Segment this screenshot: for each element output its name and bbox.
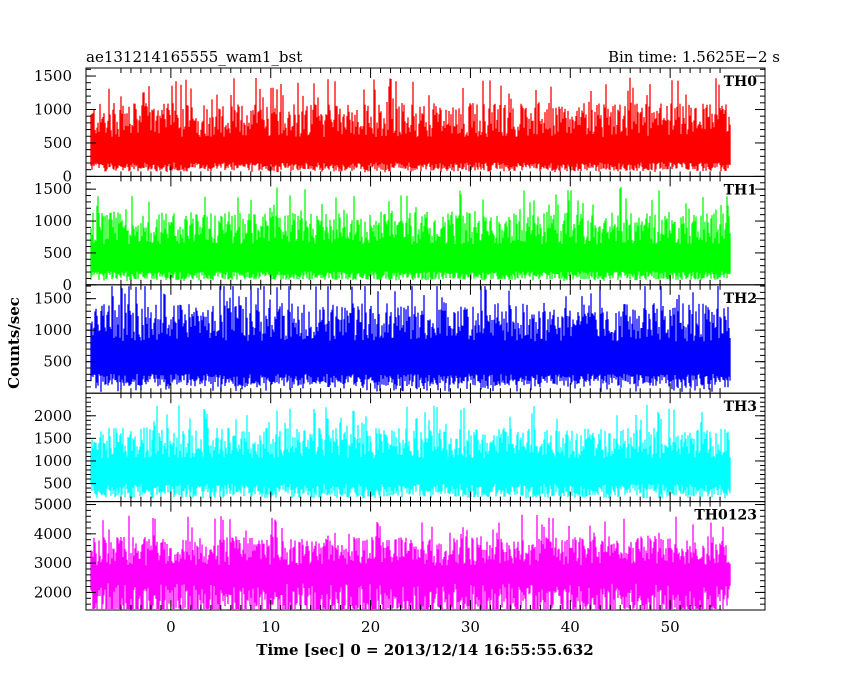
panel-th0: 0 500 1000 1500 TH0 (34, 67, 766, 185)
chart-title-left: ae131214165555_wam1_bst (86, 48, 302, 66)
panel-frame (85, 501, 766, 611)
x-tick-label: 0 (166, 618, 176, 636)
y-tick-label: 1500 (34, 429, 72, 447)
panel-label-th0: TH0 (724, 74, 758, 90)
y-tick-label: 2000 (34, 407, 72, 425)
series-th3-trace (90, 405, 731, 499)
y-axis-title: Counts/sec (5, 297, 23, 389)
y-tick-label: 5000 (34, 496, 72, 514)
y-tick-label: 2000 (34, 583, 72, 601)
chart-title-right: Bin time: 1.5625E−2 s (608, 48, 780, 66)
y-tick-label: 1000 (34, 321, 72, 339)
panel-th0123: 2000 3000 4000 5000 TH0123 (34, 496, 766, 611)
y-tick-label: 1500 (34, 180, 72, 198)
y-tick-label: 1500 (34, 290, 72, 308)
panel-th3: 500 1000 1500 2000 TH3 (34, 392, 766, 503)
panel-label-th1: TH1 (724, 182, 757, 198)
x-axis-title: Time [sec] 0 = 2013/12/14 16:55:55.632 (256, 641, 593, 659)
y-tick-label: 1000 (34, 212, 72, 230)
x-tick-label: 30 (461, 618, 480, 636)
y-tick-label: 500 (43, 134, 72, 152)
x-axis: 0 10 20 30 40 50 (166, 618, 680, 636)
series-th1-trace (90, 187, 731, 281)
y-tick-label: 500 (43, 244, 72, 262)
y-tick-label: 0 (62, 167, 72, 185)
x-tick-label: 50 (661, 618, 680, 636)
panel-th1: 0 500 1000 1500 TH1 (34, 175, 766, 294)
panel-label-th3: TH3 (724, 399, 757, 415)
panels-group: 0 500 1000 1500 TH0 0 500 1000 1500 TH1 500 1000 150… (34, 67, 766, 611)
series-th0-trace (90, 77, 731, 173)
series-th0123-trace (90, 514, 731, 609)
x-tick-label: 40 (561, 618, 580, 636)
panel-th2: 500 1000 1500 TH2 (34, 284, 766, 394)
y-tick-label: 1500 (34, 67, 72, 85)
panel-label-th0123: TH0123 (694, 508, 757, 524)
y-tick-label: 500 (43, 475, 72, 493)
x-tick-label: 20 (361, 618, 380, 636)
y-tick-label: 1000 (34, 452, 72, 470)
y-tick-label: 3000 (34, 554, 72, 572)
panel-label-th2: TH2 (724, 291, 757, 307)
series-th2-trace (90, 286, 731, 392)
y-tick-label: 4000 (34, 525, 72, 543)
y-tick-label: 1000 (34, 100, 72, 118)
x-tick-label: 10 (261, 618, 280, 636)
y-tick-label: 500 (43, 353, 72, 371)
y-tick-label: 0 (62, 276, 72, 294)
